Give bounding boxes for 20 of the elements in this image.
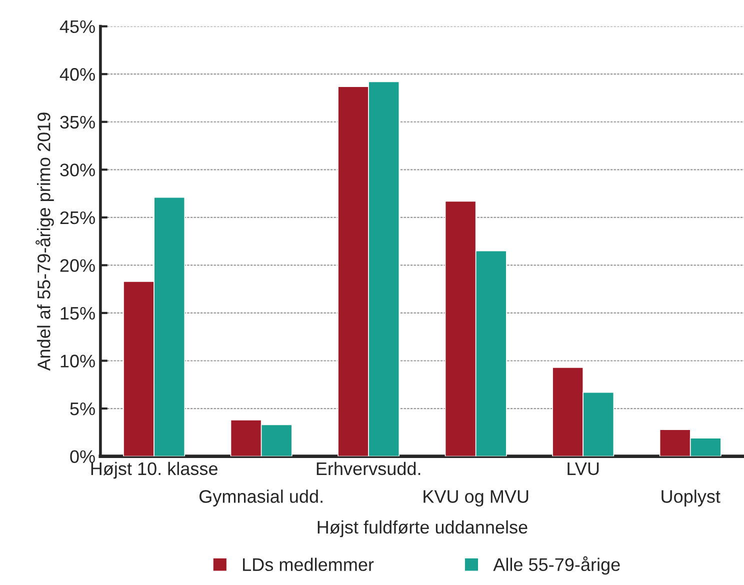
legend-label: Alle 55-79-årige <box>493 556 620 575</box>
y-tick-label: 25% <box>60 211 95 224</box>
x-tick-label: Højst 10. klasse <box>91 462 218 479</box>
y-tick-label: 40% <box>60 68 95 81</box>
y-axis-title: Andel af 55-79-årige primo 2019 <box>36 112 54 371</box>
y-tick-label: 0% <box>70 450 95 464</box>
x-axis-title: Højst fuldførte uddannelse <box>318 520 528 538</box>
x-tick-label: LVU <box>568 462 599 476</box>
y-tick-label: 10% <box>60 354 95 368</box>
y-tick-label: 20% <box>60 259 95 272</box>
x-tick-label: KVU og MVU <box>424 490 528 506</box>
x-tick-label: Gymnasial udd. <box>200 490 322 506</box>
y-tick-label: 15% <box>60 306 95 320</box>
x-tick-label: Uoplyst <box>662 490 720 506</box>
y-tick-label: 35% <box>60 116 95 129</box>
x-tick-label: Erhvervsudd. <box>316 462 420 476</box>
y-tick-label: 45% <box>60 20 95 34</box>
y-tick-label: 30% <box>60 164 95 176</box>
legend-label: LDs medlemmer <box>243 558 374 572</box>
y-tick-label: 5% <box>70 402 95 416</box>
